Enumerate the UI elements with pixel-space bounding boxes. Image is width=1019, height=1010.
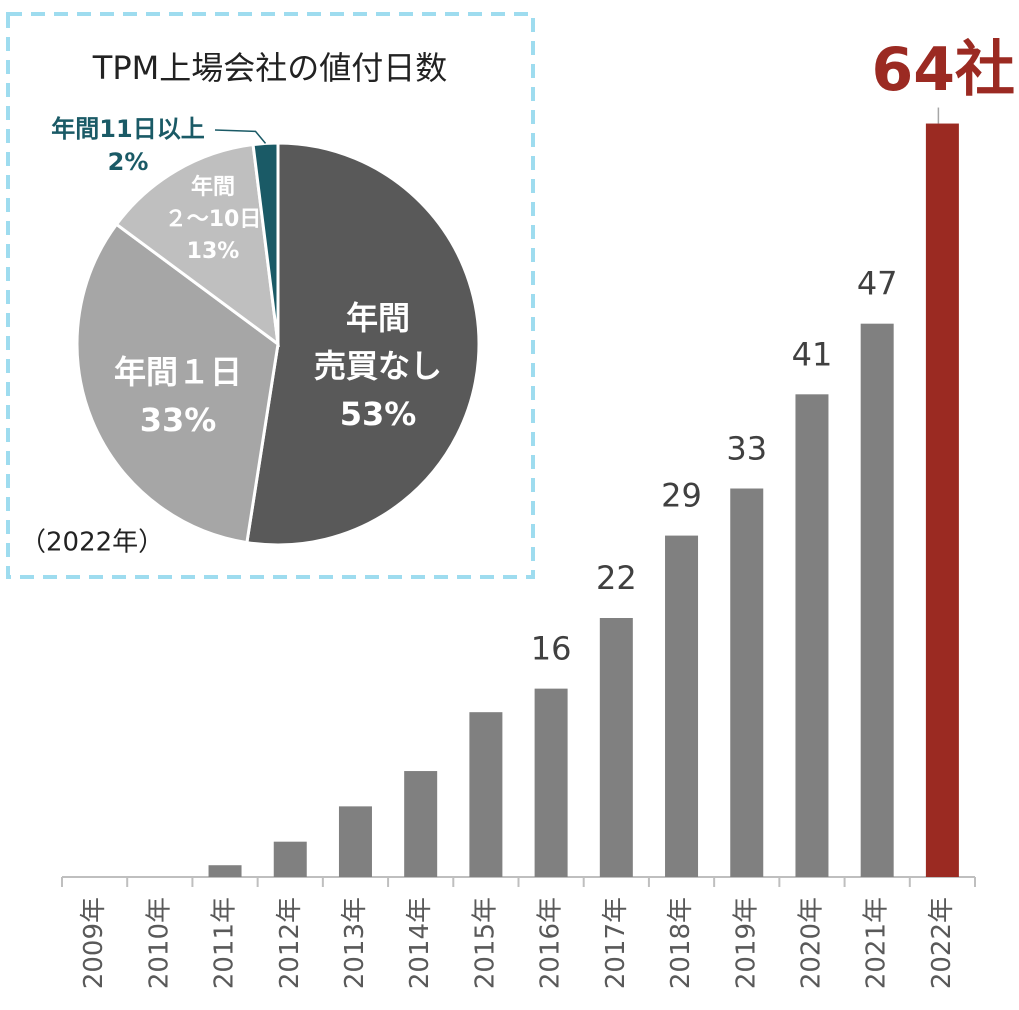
value-label: 29	[661, 477, 702, 515]
x-tick-label: 2022年	[927, 897, 957, 989]
bar	[534, 688, 568, 877]
slice-value: 33%	[140, 401, 217, 439]
x-tick-label: 2021年	[862, 897, 892, 989]
value-label: 41	[792, 335, 833, 373]
pie-slice	[114, 142, 280, 348]
x-tick-label: 2009年	[79, 897, 109, 989]
bar	[404, 771, 438, 877]
value-label: 33	[726, 430, 767, 468]
slice-label: ２～10日	[165, 207, 262, 232]
x-tick-label: 2014年	[405, 897, 435, 989]
bar	[860, 323, 894, 877]
bar	[273, 841, 307, 877]
bar	[599, 618, 633, 877]
slice-label: 年間	[346, 299, 410, 337]
x-tick-label: 2013年	[340, 897, 370, 989]
bar	[730, 488, 764, 877]
value-label: 16	[531, 630, 572, 668]
x-tick-label: 2015年	[470, 897, 500, 989]
inset-frame	[6, 12, 535, 579]
slice-label: 年間11日以上	[51, 115, 204, 143]
x-tick-label: 2010年	[144, 897, 174, 989]
pie-slice	[251, 141, 280, 345]
x-tick-label: 2017年	[601, 897, 631, 989]
pie-slice	[75, 222, 280, 545]
slice-value: 53%	[340, 395, 417, 433]
x-tick-label: 2012年	[275, 897, 305, 989]
leader-line	[214, 129, 267, 144]
pie-slice	[245, 141, 481, 547]
x-tick-label: 2019年	[731, 897, 761, 989]
bar	[795, 394, 829, 877]
bar	[925, 123, 959, 877]
bar	[338, 806, 372, 877]
bar	[469, 712, 503, 877]
x-tick-label: 2020年	[796, 897, 826, 989]
value-label: 22	[596, 559, 637, 597]
slice-label: 売買なし	[314, 347, 442, 385]
slice-value: 13%	[187, 239, 240, 264]
value-label: 64社	[872, 35, 1016, 105]
x-tick-label: 2018年	[666, 897, 696, 989]
slice-label: 年間１日	[114, 353, 242, 391]
slice-value: 2%	[108, 148, 149, 176]
value-label: 47	[857, 265, 898, 303]
x-tick-label: 2016年	[536, 897, 566, 989]
pie-annotation: （2022年）	[20, 528, 164, 558]
x-tick-label: 2011年	[210, 897, 240, 989]
slice-label: 年間	[191, 174, 235, 200]
bar	[208, 865, 242, 877]
pie-title: TPM上場会社の値付日数	[92, 49, 447, 87]
bar	[665, 535, 699, 877]
